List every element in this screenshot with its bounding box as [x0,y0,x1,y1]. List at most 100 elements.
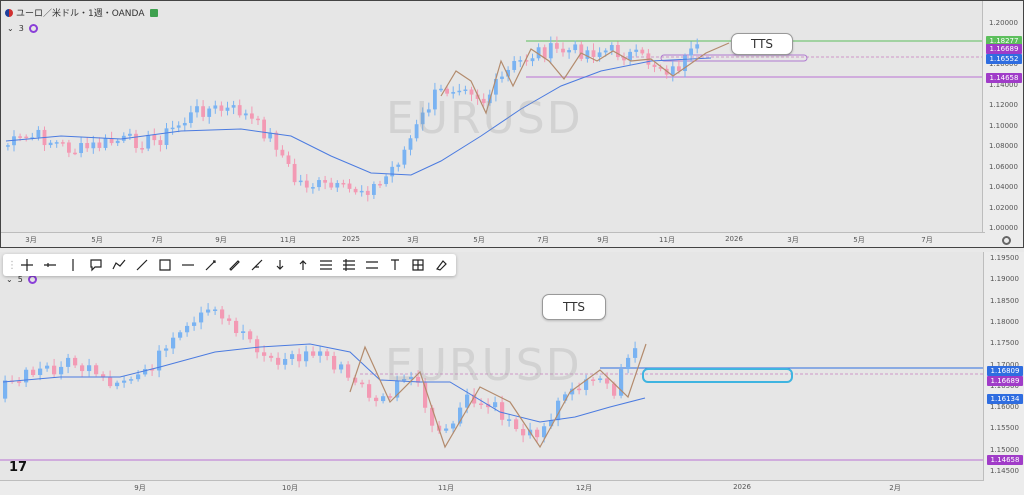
candle-body [423,382,428,408]
candle [573,40,578,54]
horizontal-line-icon[interactable] [176,256,199,274]
measure-icon[interactable] [406,256,429,274]
bottom-chart-plot[interactable] [0,252,984,495]
candle-body [185,325,190,333]
candle [416,370,421,387]
candle [458,402,463,427]
candle-body [283,358,288,365]
indicator-count-2: 5 [17,275,23,284]
top-chart-pane[interactable]: EURUSD ユーロ／米ドル・1週・OANDA ⌄ 3 TTS 1.20000 1… [0,0,1024,248]
tts-callout-2[interactable]: TTS [542,294,606,320]
arrow-up-icon[interactable] [291,256,314,274]
crosshair-icon[interactable] [15,256,38,274]
fib-icon[interactable] [314,256,337,274]
candle-body [573,44,578,51]
brush-icon[interactable] [222,256,245,274]
path-icon[interactable] [107,256,130,274]
price-tick: 1.15500 [990,424,1019,433]
price-tick: 1.02000 [989,203,1018,212]
candle-body [67,142,71,153]
bottom-chart-pane[interactable]: EURUSD ⌄ 5 TTS 17 1.19500 1.19000 1.18500 1… [0,252,1024,495]
candle-body [304,351,309,362]
candle [201,100,205,122]
candle-body [514,419,519,430]
candle-body [140,148,144,150]
top-chart-plot[interactable] [1,1,985,247]
candle-body [598,378,603,381]
candle-body [213,309,218,311]
candle [30,132,35,141]
indicator-row-2[interactable]: ⌄ 5 [6,275,37,284]
candle [129,376,134,384]
candle [335,180,340,192]
candle [409,371,414,386]
indicator-status-icon[interactable] [28,24,38,33]
candle [353,186,358,195]
candle [146,130,151,152]
parallel-channel-icon[interactable] [360,256,383,274]
indicator-row[interactable]: ⌄ 3 [7,24,38,33]
chevron-down-icon[interactable]: ⌄ [6,275,13,284]
candle [6,143,10,151]
price-axis-2[interactable]: 1.19500 1.19000 1.18500 1.18000 1.17500 1.170… [983,252,1024,495]
candle-body [409,376,414,380]
time-axis[interactable]: 3月 5月 7月 9月 11月 2025 3月 5月 7月 9月 11月 2026 3月 5月 7月 [1,232,985,247]
candle [640,47,645,56]
candle-body [451,92,456,94]
price-tick: 1.14000 [989,80,1018,89]
candle-body [192,322,197,326]
candle-body [494,78,498,95]
candle-body [79,143,83,154]
fib-channel-icon[interactable] [337,256,360,274]
candle [548,36,553,65]
legend-row[interactable]: ユーロ／米ドル・1週・OANDA [5,6,159,19]
eraser-icon[interactable] [429,256,452,274]
rectangle-icon[interactable] [153,256,176,274]
time-axis-2[interactable]: 9月 10月 11月 12月 2026 2月 [0,480,984,495]
settings-icon[interactable] [1002,236,1011,245]
candle [115,138,120,147]
candle [73,148,77,156]
candle-body [6,145,10,147]
candle-body [619,369,624,396]
arrow-down-icon[interactable] [268,256,291,274]
candle-body [286,155,291,164]
candle [54,140,59,148]
comment-icon[interactable] [84,256,107,274]
candle [73,355,78,369]
chevron-down-icon[interactable]: ⌄ [7,24,14,33]
horizontal-ray-icon[interactable] [38,256,61,274]
time-tick: 3月 [787,236,799,244]
time-tick: 2月 [889,484,901,492]
candle [164,344,169,358]
candle-body [109,138,114,144]
symbol-legend[interactable]: ユーロ／米ドル・1週・OANDA [16,9,145,19]
candle-body [640,49,645,54]
arrow-marker-icon[interactable] [199,256,222,274]
candle [616,41,620,61]
candle-body [206,309,211,313]
tts-callout[interactable]: TTS [731,33,793,55]
candle [134,129,138,153]
candle [500,395,505,426]
indicator-status-icon-2[interactable] [27,275,37,284]
info-line-icon[interactable] [245,256,268,274]
price-axis[interactable]: 1.200001.180001.160001.140001.120001.100… [982,1,1023,247]
candle [567,47,571,59]
trend-line-icon[interactable] [130,256,153,274]
candle [225,101,230,116]
candle-body [255,339,260,353]
drawing-toolbar[interactable]: ⋮ [3,254,456,276]
candle [591,376,596,386]
candle-body [73,357,78,366]
candle-body [402,149,407,165]
text-icon[interactable] [383,256,406,274]
candle-body [45,365,50,369]
drag-handle-icon[interactable]: ⋮ [7,259,17,271]
vertical-line-icon[interactable] [61,256,84,274]
candles [6,36,700,202]
candle-body [556,400,561,421]
candle [31,366,36,378]
candle [182,117,187,132]
candle [339,361,344,374]
